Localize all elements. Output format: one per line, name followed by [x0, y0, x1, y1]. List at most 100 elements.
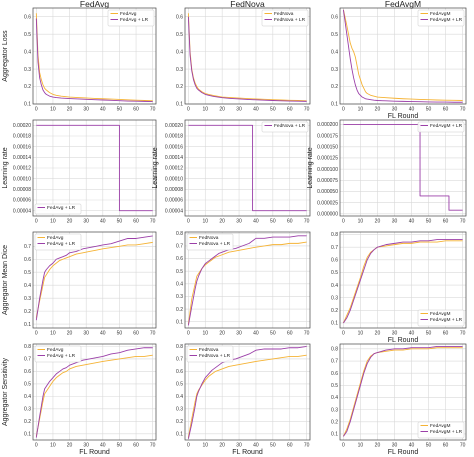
panel-6-xtick-label: 60: [443, 219, 449, 225]
panel-2-xtick-label: 20: [219, 107, 225, 113]
panel-7-xtick-label: 40: [100, 331, 106, 337]
panel-4-frame: [32, 119, 157, 217]
panel-10-xtick-label: 30: [83, 443, 89, 449]
panel-10-ytick-label: 0.1: [24, 431, 31, 437]
panel-4-ytick-label: 0.00016: [13, 144, 31, 150]
panel-9-ytick-label: 0.6: [331, 257, 338, 263]
panel-6-xtick-label: 0: [342, 219, 345, 225]
panel-9-ytick-label: 0.8: [331, 232, 338, 238]
panel-2-ytick-label: 0.3: [176, 67, 183, 73]
panel-8-frame: [184, 231, 311, 329]
panel-1-xtick-label: 60: [133, 107, 139, 113]
panel-9-series-2-line: [343, 239, 463, 324]
panel-2-ytick-label: 0.2: [176, 84, 183, 90]
panel-6-legend-label: FedAvgM + LR: [430, 123, 463, 129]
panel-10-legend-label: FedAvg: [47, 347, 64, 353]
panel-5-frame: [184, 119, 311, 217]
panel-10-series-2-line: [35, 347, 153, 438]
panel-8-xtick-label: 30: [236, 331, 242, 337]
panel-8-xtick-label: 50: [270, 331, 276, 337]
panel-9-ytick-label: 0.1: [331, 321, 338, 327]
panel-1-xtick-label: 30: [83, 107, 89, 113]
panel-10-frame: [32, 343, 157, 441]
panel-11-xtick-label: 30: [236, 443, 242, 449]
panel-3-series-2-line: [342, 9, 463, 103]
panel-11-ytick-label: 0.1: [176, 431, 183, 437]
panel-6-ytick-label: 0.000125: [317, 156, 338, 162]
panel-9-xtick-label: 30: [392, 331, 398, 337]
panel-12-xtick-label: 20: [375, 443, 381, 449]
panel-5-series-1-line: [188, 124, 307, 212]
panel-6-xtick-label: 30: [392, 219, 398, 225]
panel-1-xtick-label: 20: [67, 107, 73, 113]
panel-7-xtick-label: 60: [133, 331, 139, 337]
panel-8-ytick-label: 0.6: [176, 256, 183, 262]
panel-8-xtick-label: 40: [253, 331, 259, 337]
panel-7-xtick-label: 10: [50, 331, 56, 337]
panel-9-ytick-label: 0.3: [331, 295, 338, 301]
panel-8-xtick-label: 10: [202, 331, 208, 337]
panel-9-legend: [417, 309, 465, 327]
panel-10-ytick-label: 0.6: [24, 369, 31, 375]
panel-9-xlabel: FL Round: [388, 337, 419, 344]
panel-2-ytick-label: 0.5: [176, 32, 183, 38]
panel-4-xtick-label: 20: [67, 219, 73, 225]
panel-5-ytick-label: 0.00010: [165, 176, 183, 182]
panel-1-legend-label: FedAvg: [120, 11, 137, 17]
panel-6-legend: [417, 121, 465, 133]
panel-8-xtick-label: 20: [219, 331, 225, 337]
panel-1-ytick-label: 0.1: [24, 102, 31, 108]
panel-11-ytick-label: 0.8: [176, 344, 183, 350]
panel-8-xtick-label: 70: [304, 331, 310, 337]
panel-6-xtick-label: 50: [426, 219, 432, 225]
panel-3-legend-label: FedAvgM + LR: [430, 17, 463, 23]
panel-1-ytick-label: 0.4: [24, 49, 31, 55]
panel-7-series-1-line: [35, 241, 153, 318]
panel-1-legend-label: FedAvg + LR: [120, 17, 149, 23]
panel-3-ytick-label: 0.2: [331, 84, 338, 90]
panel-1-xtick-label: 40: [100, 107, 106, 113]
panel-7-ytick-label: 0.6: [24, 257, 31, 263]
panel-11-legend-label: FedNova: [199, 347, 219, 353]
panel-10-ytick-label: 0.5: [24, 382, 31, 388]
panel-3-xlabel: FL Round: [388, 113, 419, 120]
panel-4-xtick-label: 0: [35, 219, 38, 225]
panel-4-xtick-label: 40: [100, 219, 106, 225]
panel-3-series-1-line: [342, 9, 463, 101]
panel-5-xtick-label: 10: [202, 219, 208, 225]
panel-1-ylabel: Aggregator Loss: [2, 30, 9, 82]
panel-1-title: FedAvg: [80, 0, 109, 9]
panel-11-xtick-label: 50: [270, 443, 276, 449]
panel-7-ytick-label: 0.5: [24, 270, 31, 276]
panel-3-xtick-label: 30: [392, 107, 398, 113]
panel-9-xtick-label: 10: [358, 331, 364, 337]
panel-7-xtick-label: 70: [150, 331, 156, 337]
panel-2-xtick-label: 0: [187, 107, 190, 113]
panel-11-frame: [184, 343, 311, 441]
panel-5-ytick-label: 0.00018: [165, 134, 183, 140]
panel-4-xtick-label: 70: [150, 219, 156, 225]
panel-6-ytick-label: 0.000100: [317, 167, 338, 173]
panel-11-legend-label: FedNova + LR: [199, 353, 231, 359]
panel-3-frame: [339, 7, 467, 105]
panel-12-ytick-label: 0.5: [331, 383, 338, 389]
panel-8-ytick-label: 0.8: [176, 231, 183, 237]
panel-11-ytick-label: 0.3: [176, 407, 183, 413]
panel-9-frame: [339, 231, 467, 329]
panel-4-legend-label: FedAvg + LR: [47, 205, 76, 211]
panel-10-ylabel: Aggregator Sensitivity: [2, 357, 9, 426]
panel-7-ytick-label: 0.1: [24, 322, 31, 328]
panel-5-ytick-label: 0.00012: [165, 166, 183, 172]
panel-2-xtick-label: 40: [253, 107, 259, 113]
panel-8-ytick-label: 0.1: [176, 319, 183, 325]
panel-5-ytick-label: 0.00004: [165, 208, 183, 214]
panel-11-ytick-label: 0.7: [176, 357, 183, 363]
panel-7-ylabel: Aggregator Mean Dice: [2, 245, 9, 315]
panel-12-ytick-label: 0.3: [331, 407, 338, 413]
panel-11-xtick-label: 60: [287, 443, 293, 449]
panel-3-xtick-label: 70: [460, 107, 466, 113]
panel-11-xtick-label: 0: [187, 443, 190, 449]
panel-12-xtick-label: 60: [443, 443, 449, 449]
panel-4-ytick-label: 0.00006: [13, 198, 31, 204]
panel-6-ytick-label: 0.000175: [317, 133, 338, 139]
